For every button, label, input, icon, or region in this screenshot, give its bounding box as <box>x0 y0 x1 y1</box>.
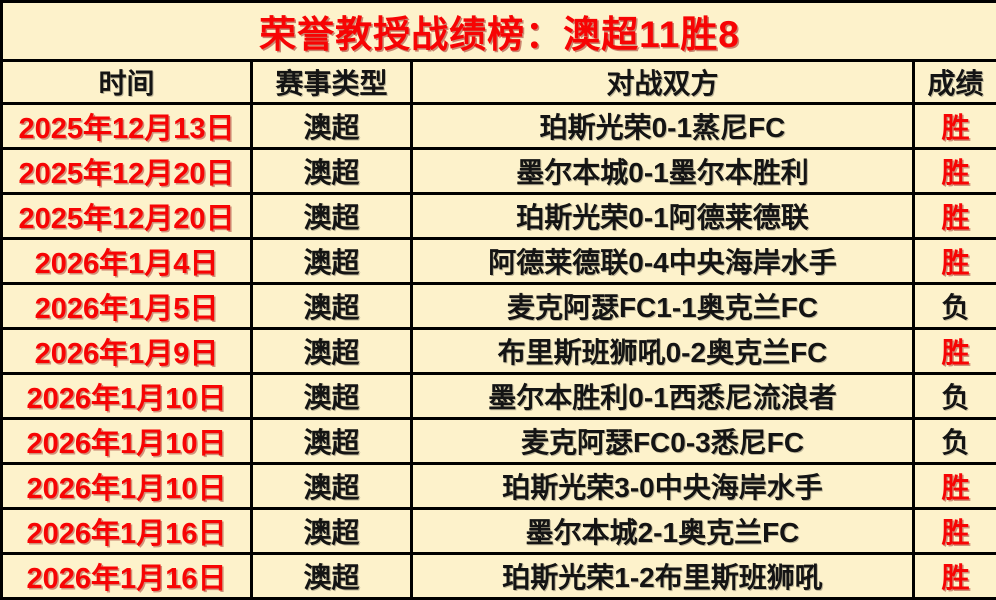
table-row: 2026年1月10日 澳超 珀斯光荣3-0中央海岸水手 胜 <box>2 464 996 509</box>
table-row: 2026年1月10日 澳超 麦克阿瑟FC0-3悉尼FC 负 <box>2 419 996 464</box>
league-type: 澳超 <box>252 239 412 284</box>
match-teams: 墨尔本胜利0-1西悉尼流浪者 <box>412 374 914 419</box>
match-date: 2026年1月9日 <box>2 329 252 374</box>
league-type: 澳超 <box>252 149 412 194</box>
header-row: 时间 赛事类型 对战双方 成绩 <box>2 61 996 104</box>
column-header-matchup: 对战双方 <box>412 61 914 104</box>
league-type: 澳超 <box>252 374 412 419</box>
table-row: 2026年1月16日 澳超 珀斯光荣1-2布里斯班狮吼 胜 <box>2 554 996 599</box>
match-teams: 珀斯光荣1-2布里斯班狮吼 <box>412 554 914 599</box>
league-type: 澳超 <box>252 464 412 509</box>
match-result: 负 <box>914 374 996 419</box>
match-teams: 麦克阿瑟FC0-3悉尼FC <box>412 419 914 464</box>
league-type: 澳超 <box>252 329 412 374</box>
match-result: 胜 <box>914 554 996 599</box>
league-type: 澳超 <box>252 104 412 149</box>
table-row: 2026年1月5日 澳超 麦克阿瑟FC1-1奥克兰FC 负 <box>2 284 996 329</box>
match-teams: 阿德莱德联0-4中央海岸水手 <box>412 239 914 284</box>
column-header-result: 成绩 <box>914 61 996 104</box>
league-type: 澳超 <box>252 284 412 329</box>
column-header-league: 赛事类型 <box>252 61 412 104</box>
match-date: 2025年12月13日 <box>2 104 252 149</box>
league-type: 澳超 <box>252 554 412 599</box>
match-result: 胜 <box>914 194 996 239</box>
match-result: 胜 <box>914 239 996 284</box>
league-type: 澳超 <box>252 419 412 464</box>
title-row: 荣誉教授战绩榜：澳超11胜8 <box>2 2 996 61</box>
match-date: 2026年1月4日 <box>2 239 252 284</box>
match-date: 2026年1月5日 <box>2 284 252 329</box>
match-date: 2026年1月10日 <box>2 374 252 419</box>
match-result: 负 <box>914 419 996 464</box>
table-row: 2025年12月13日 澳超 珀斯光荣0-1蒸尼FC 胜 <box>2 104 996 149</box>
match-teams: 麦克阿瑟FC1-1奥克兰FC <box>412 284 914 329</box>
column-header-time: 时间 <box>2 61 252 104</box>
league-type: 澳超 <box>252 194 412 239</box>
match-teams: 墨尔本城2-1奥克兰FC <box>412 509 914 554</box>
match-date: 2026年1月10日 <box>2 419 252 464</box>
match-date: 2026年1月16日 <box>2 509 252 554</box>
table-row: 2026年1月10日 澳超 墨尔本胜利0-1西悉尼流浪者 负 <box>2 374 996 419</box>
table-row: 2026年1月4日 澳超 阿德莱德联0-4中央海岸水手 胜 <box>2 239 996 284</box>
match-date: 2026年1月10日 <box>2 464 252 509</box>
match-result: 胜 <box>914 464 996 509</box>
match-result: 负 <box>914 284 996 329</box>
match-result: 胜 <box>914 329 996 374</box>
match-teams: 墨尔本城0-1墨尔本胜利 <box>412 149 914 194</box>
match-result: 胜 <box>914 149 996 194</box>
match-teams: 珀斯光荣0-1蒸尼FC <box>412 104 914 149</box>
match-date: 2025年12月20日 <box>2 194 252 239</box>
table-title: 荣誉教授战绩榜：澳超11胜8 <box>2 2 996 61</box>
match-teams: 珀斯光荣0-1阿德莱德联 <box>412 194 914 239</box>
table-row: 2025年12月20日 澳超 珀斯光荣0-1阿德莱德联 胜 <box>2 194 996 239</box>
match-teams: 布里斯班狮吼0-2奥克兰FC <box>412 329 914 374</box>
table-body: 2025年12月13日 澳超 珀斯光荣0-1蒸尼FC 胜 2025年12月20日… <box>2 104 996 599</box>
match-date: 2026年1月16日 <box>2 554 252 599</box>
table-row: 2026年1月16日 澳超 墨尔本城2-1奥克兰FC 胜 <box>2 509 996 554</box>
table-row: 2025年12月20日 澳超 墨尔本城0-1墨尔本胜利 胜 <box>2 149 996 194</box>
match-date: 2025年12月20日 <box>2 149 252 194</box>
match-result: 胜 <box>914 104 996 149</box>
table-row: 2026年1月9日 澳超 布里斯班狮吼0-2奥克兰FC 胜 <box>2 329 996 374</box>
match-teams: 珀斯光荣3-0中央海岸水手 <box>412 464 914 509</box>
match-result: 胜 <box>914 509 996 554</box>
league-type: 澳超 <box>252 509 412 554</box>
